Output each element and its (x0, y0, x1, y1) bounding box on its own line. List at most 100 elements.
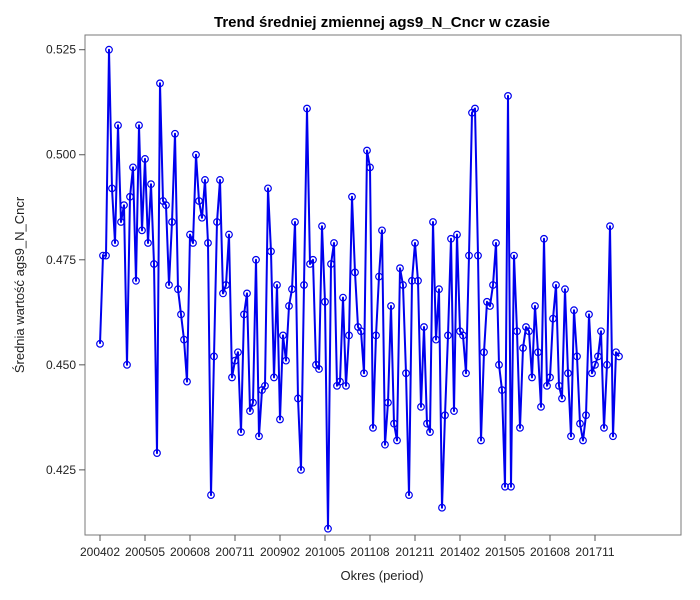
data-point (351, 268, 359, 277)
data-point (363, 146, 371, 155)
data-point (261, 381, 269, 390)
data-point (174, 285, 182, 294)
data-point (234, 348, 242, 357)
data-point (576, 419, 584, 428)
data-point (609, 432, 617, 441)
data-point (510, 251, 518, 260)
data-point (606, 222, 614, 231)
data-point (384, 398, 392, 407)
data-point (195, 197, 203, 205)
data-point (603, 360, 611, 369)
data-point (237, 428, 245, 436)
data-point (369, 423, 377, 432)
data-point (594, 352, 602, 361)
data-point (396, 264, 404, 273)
x-tick-label: 200402 (80, 545, 120, 559)
data-point (525, 327, 533, 336)
data-point (114, 121, 122, 130)
data-point (297, 465, 305, 474)
data-point (441, 411, 449, 420)
data-point (366, 163, 374, 172)
data-point (285, 302, 293, 310)
x-tick-label: 200711 (215, 545, 254, 559)
series-line (99, 48, 620, 530)
x-tick-label: 200505 (125, 545, 165, 559)
data-point (381, 440, 389, 449)
data-point (408, 276, 416, 285)
data-point (615, 352, 623, 361)
data-point (528, 373, 536, 382)
data-point (573, 352, 581, 361)
data-point (183, 377, 191, 386)
data-point (411, 239, 419, 247)
data-point (387, 302, 395, 310)
data-point (414, 276, 422, 285)
x-axis: 200402 200505 200608 200711 200902 201005 2011… (80, 535, 615, 559)
data-point (534, 348, 542, 357)
data-point (204, 239, 212, 247)
data-point (513, 327, 521, 336)
data-point (99, 251, 107, 260)
x-tick-label: 200608 (170, 545, 210, 559)
data-point (558, 394, 566, 403)
data-point (459, 331, 467, 340)
data-point (138, 226, 146, 235)
data-point (519, 344, 527, 352)
data-point (402, 369, 410, 378)
data-point (303, 104, 311, 113)
data-point (543, 381, 551, 390)
x-tick-label: 201711 (575, 545, 614, 559)
data-point (129, 163, 137, 172)
data-point (435, 285, 443, 294)
y-axis: 0.425 0.450 0.475 0.500 0.525 (46, 43, 85, 477)
data-point (570, 306, 578, 315)
data-point (105, 45, 113, 54)
y-tick-label: 0.475 (46, 253, 76, 267)
data-point (216, 176, 224, 184)
chart-title: Trend średniej zmiennej ags9_N_Cncr w cz… (214, 14, 550, 31)
data-point (201, 176, 209, 184)
data-point (372, 331, 380, 340)
data-point (465, 251, 473, 260)
data-point (360, 369, 368, 378)
data-point (279, 331, 287, 340)
data-point (471, 104, 479, 113)
data-point (291, 218, 299, 226)
data-point (516, 423, 524, 432)
data-point (162, 201, 170, 210)
data-point (450, 407, 458, 415)
data-point (438, 503, 446, 512)
data-point (213, 218, 221, 226)
data-point (282, 356, 290, 365)
data-point (453, 230, 461, 239)
x-tick-label: 201108 (350, 545, 389, 559)
data-point (126, 192, 134, 201)
data-point (267, 247, 275, 256)
data-point (390, 419, 398, 428)
data-point (309, 255, 317, 264)
data-point (231, 356, 239, 365)
data-point (546, 373, 554, 382)
x-tick-label: 200902 (260, 545, 300, 559)
data-point (270, 373, 278, 382)
data-point (600, 423, 608, 432)
data-point (198, 213, 206, 222)
data-point (489, 281, 497, 289)
data-point (420, 323, 428, 331)
data-point (273, 281, 281, 289)
data-point (531, 302, 539, 310)
data-point (171, 129, 179, 138)
data-point (444, 331, 452, 340)
data-point (348, 192, 356, 201)
x-tick-label: 201505 (485, 545, 525, 559)
x-tick-label: 201608 (530, 545, 570, 559)
data-point (405, 491, 413, 499)
data-point (120, 201, 128, 210)
data-point (225, 230, 233, 239)
data-point (477, 436, 485, 445)
data-point (246, 407, 254, 415)
data-point (180, 335, 188, 344)
data-point (132, 276, 140, 285)
data-point (141, 155, 149, 163)
